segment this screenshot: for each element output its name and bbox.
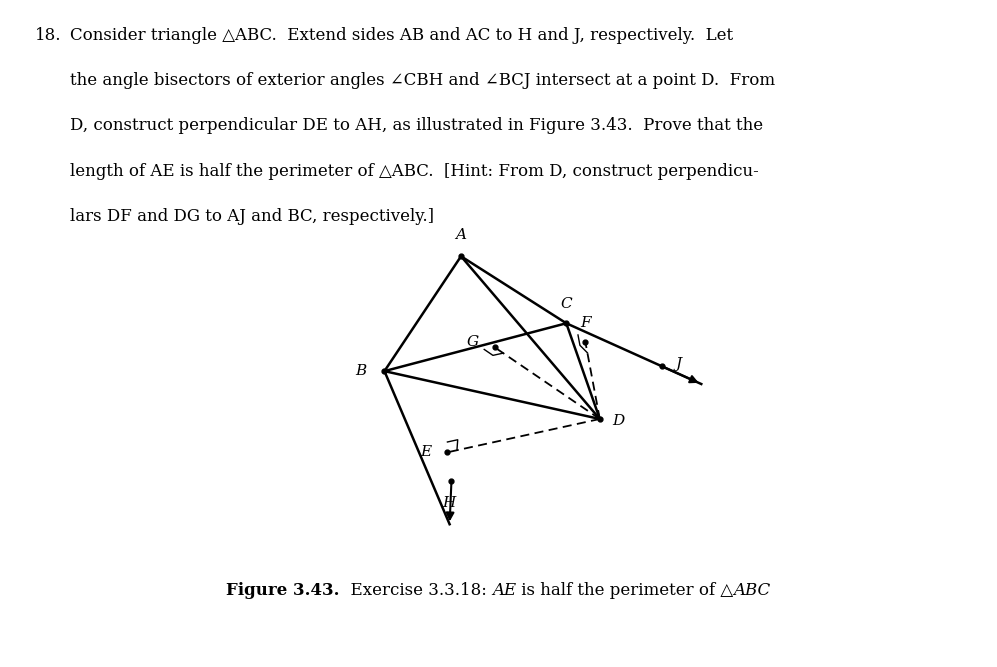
Text: C: C xyxy=(560,297,572,311)
Text: A: A xyxy=(456,228,467,242)
Text: AE: AE xyxy=(493,582,516,599)
Text: H: H xyxy=(443,496,456,510)
Text: length of AE is half the perimeter of △ABC.  [Hint: From D, construct perpendicu: length of AE is half the perimeter of △A… xyxy=(70,163,759,179)
Text: D: D xyxy=(612,414,624,428)
Text: B: B xyxy=(355,364,366,378)
Text: F: F xyxy=(580,316,591,330)
Text: Consider triangle △ABC.  Extend sides AB and AC to H and J, respectively.  Let: Consider triangle △ABC. Extend sides AB … xyxy=(70,27,733,43)
Text: Exercise 3.3.18:: Exercise 3.3.18: xyxy=(340,582,493,599)
Text: is half the perimeter of △: is half the perimeter of △ xyxy=(516,582,734,599)
Text: Figure 3.43.: Figure 3.43. xyxy=(226,582,340,599)
Text: 18.: 18. xyxy=(35,27,62,43)
Text: ABC: ABC xyxy=(734,582,771,599)
Text: G: G xyxy=(467,336,480,350)
Text: J: J xyxy=(675,357,682,371)
Text: lars DF and DG to AJ and BC, respectively.]: lars DF and DG to AJ and BC, respectivel… xyxy=(70,208,434,225)
Text: D, construct perpendicular DE to AH, as illustrated in Figure 3.43.  Prove that : D, construct perpendicular DE to AH, as … xyxy=(70,117,763,134)
Text: E: E xyxy=(420,446,432,460)
Text: the angle bisectors of exterior angles ∠CBH and ∠BCJ intersect at a point D.  Fr: the angle bisectors of exterior angles ∠… xyxy=(70,72,775,89)
